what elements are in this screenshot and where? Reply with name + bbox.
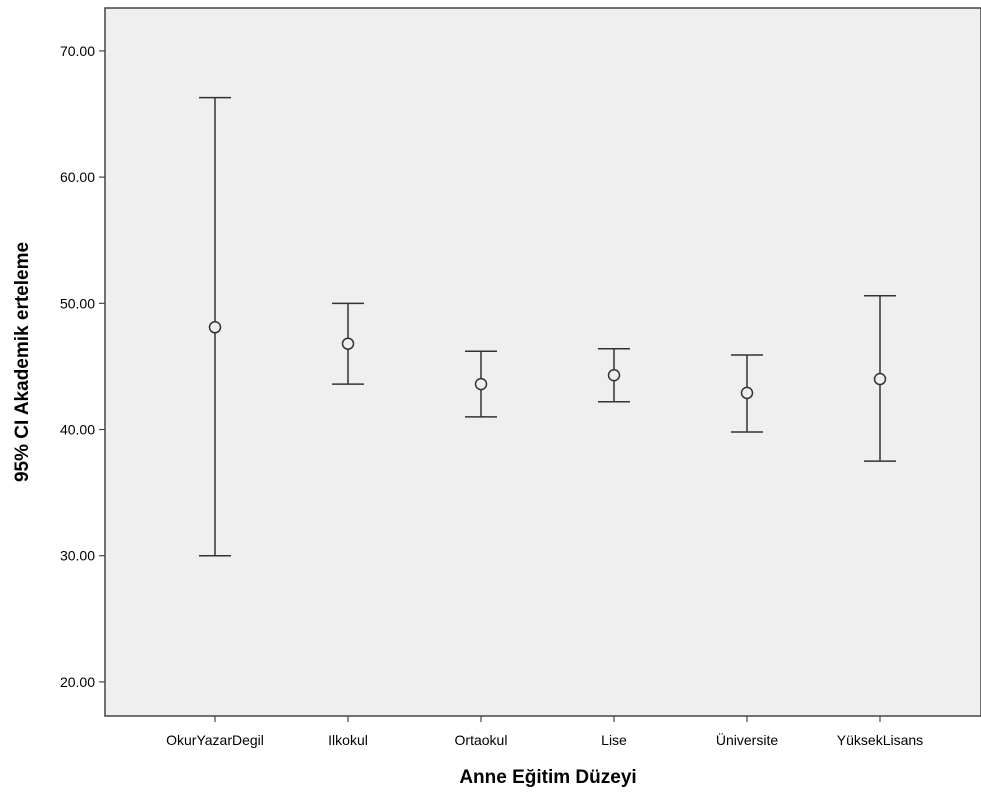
x-axis-ticks: OkurYazarDegil Ilkokul Ortaokul Lise Ünivers… [166,716,923,748]
y-axis-ticks: 20.00 30.00 40.00 50.00 60.00 70.00 [60,43,105,690]
mean-marker [607,369,621,382]
y-axis-title: 95% CI Akademik erteleme [12,242,33,482]
mean-marker [474,377,488,391]
x-tick-label: Ilkokul [328,732,368,748]
error-bar [199,96,231,557]
y-tick-label: 60.00 [60,169,95,185]
y-tick-label: 20.00 [60,674,95,690]
mean-marker [208,321,222,334]
mean-marker [873,372,887,386]
error-bar [598,347,630,403]
error-bar [731,354,763,433]
x-axis-title: Anne Eğitim Düzeyi [459,767,636,788]
y-tick-label: 30.00 [60,548,95,564]
x-tick-label: Ortaokul [455,732,508,748]
error-bars [199,96,896,557]
y-tick-label: 70.00 [60,43,95,59]
error-bar [864,294,896,462]
error-bar [332,302,364,385]
x-tick-label: OkurYazarDegil [166,732,264,748]
plot-area [104,7,981,717]
y-tick-label: 40.00 [60,422,95,438]
error-bar [465,350,497,418]
mean-marker [341,337,355,350]
x-tick-label: YüksekLisans [837,732,923,748]
mean-marker [740,386,754,400]
x-tick-label: Üniversite [716,731,778,748]
x-tick-label: Lise [601,732,627,748]
y-tick-label: 50.00 [60,295,95,311]
